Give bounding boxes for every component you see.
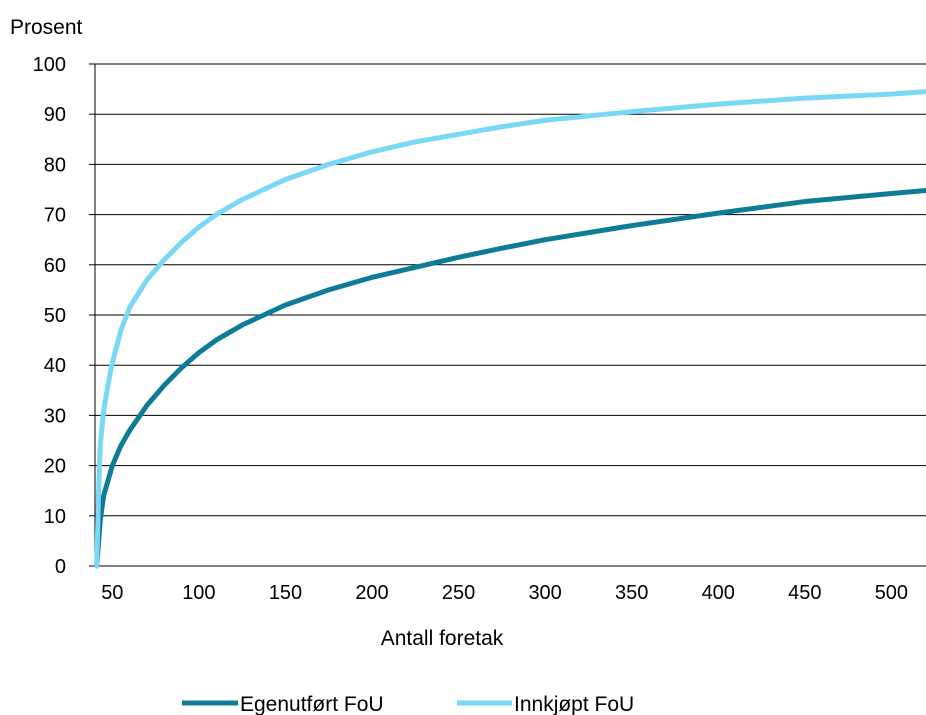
y-axis: 0 10 20 30 40 50 60 70 80 90 100 <box>33 54 96 578</box>
y-tick-label: 80 <box>44 154 66 176</box>
y-axis-title: Prosent <box>10 16 83 39</box>
series-line-egenutfort-fou <box>94 188 926 569</box>
y-tick-label: 70 <box>44 205 66 227</box>
y-tick-label: 30 <box>44 405 66 427</box>
y-tick-label: 10 <box>44 506 66 528</box>
x-axis: 50 100 150 200 250 300 350 400 450 500 <box>101 582 908 604</box>
x-tick-label: 350 <box>615 582 648 604</box>
y-tick-label: 40 <box>44 355 66 377</box>
y-tick-label: 20 <box>44 456 66 478</box>
x-axis-title: Antall foretak <box>381 627 504 650</box>
y-tick-label: 50 <box>44 305 66 327</box>
legend: Egenutført FoU Innkjøpt FoU <box>182 693 634 715</box>
legend-label: Egenutført FoU <box>240 693 384 715</box>
x-tick-label: 250 <box>442 582 475 604</box>
gridlines <box>95 63 926 567</box>
x-tick-label: 100 <box>182 582 215 604</box>
x-tick-label: 150 <box>269 582 302 604</box>
x-tick-label: 200 <box>355 582 388 604</box>
legend-label: Innkjøpt FoU <box>514 693 634 715</box>
x-tick-label: 500 <box>875 582 908 604</box>
series-lines <box>94 89 926 569</box>
series-line-innkjopt-fou <box>94 89 926 569</box>
y-tick-label: 0 <box>55 556 66 578</box>
x-tick-label: 50 <box>101 582 123 604</box>
y-tick-label: 90 <box>44 104 66 126</box>
x-tick-label: 400 <box>702 582 735 604</box>
x-tick-label: 450 <box>788 582 821 604</box>
x-tick-label: 300 <box>528 582 561 604</box>
y-tick-label: 60 <box>44 255 66 277</box>
y-tick-label: 100 <box>33 54 66 76</box>
